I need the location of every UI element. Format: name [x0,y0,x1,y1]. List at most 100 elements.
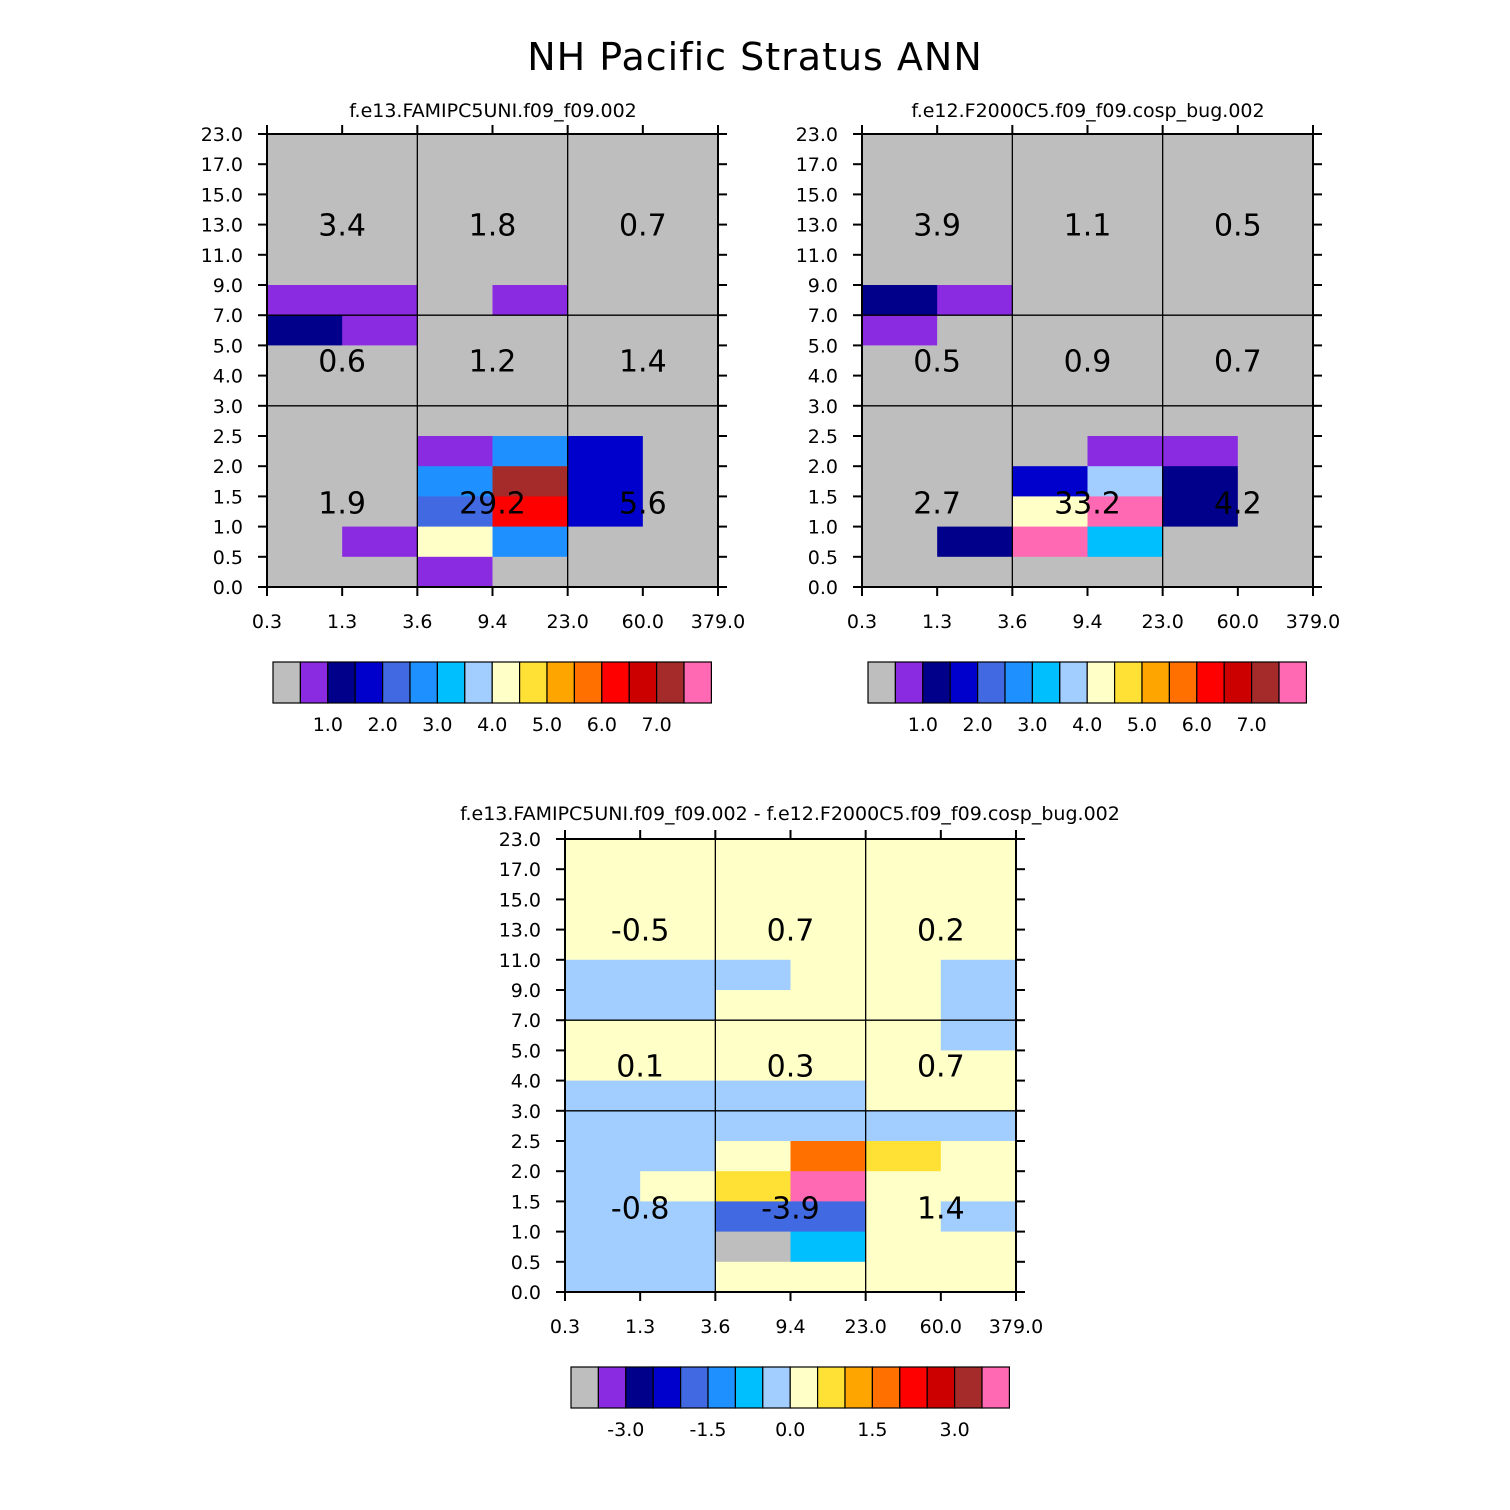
heatmap-cell [640,1080,716,1112]
colorbar-box [981,1366,1010,1409]
heatmap-cell [640,1201,716,1233]
heatmap-cell [862,134,938,195]
heatmap-cell [862,556,938,588]
heatmap-cell [790,990,867,1021]
x-tick-label: 379.0 [1286,611,1340,633]
heatmap-cell [565,1020,641,1051]
colorbar-box [1278,661,1307,704]
region-value-label: 1.4 [917,1191,965,1226]
heatmap-cell [492,134,569,195]
heatmap-cell [715,899,791,931]
heatmap-cell [642,375,719,407]
colorbar-box [1141,661,1170,704]
x-tick-label: 9.4 [477,611,507,633]
heatmap-cell [937,496,1013,528]
heatmap-cell [1237,315,1314,346]
heatmap-cell [1087,194,1164,226]
heatmap-cell [492,254,569,286]
heatmap-cell [565,990,641,1021]
heatmap-cell [1237,375,1314,407]
heatmap-cell [1012,496,1088,528]
region-value-label: 0.7 [1214,345,1262,380]
heatmap-cell [937,526,1013,558]
heatmap-cell [865,1020,942,1051]
colorbar-box [899,1366,928,1409]
y-tick-label: 2.0 [511,1161,541,1183]
heatmap-cell [492,496,569,528]
heatmap-cell [640,839,716,900]
heatmap-cell [1237,134,1314,195]
colorbar-label: 7.0 [1236,714,1266,736]
heatmap-cell [1087,556,1164,588]
heatmap-cell [715,1171,791,1202]
region-value-label: 0.7 [619,209,667,244]
heatmap-cell [267,254,343,286]
y-tick-label: 3.0 [213,396,243,418]
y-tick-label: 1.0 [511,1222,541,1244]
heatmap-cell [267,315,343,346]
heatmap-cell [640,1050,716,1082]
heatmap-cell [937,466,1013,497]
heatmap-cell [492,315,569,346]
heatmap-cell [642,285,719,316]
heatmap-cell [267,134,343,195]
heatmap-cell [865,990,942,1021]
region-value-label: 2.7 [913,486,961,521]
heatmap-cell [862,285,938,316]
heatmap-cell [267,224,343,256]
heatmap-cell [940,1110,1017,1142]
heatmap-cell [565,1080,641,1112]
heatmap-cell [642,315,719,346]
heatmap-cell [567,375,644,407]
heatmap-cell [567,134,644,195]
heatmap-cell [1012,405,1088,437]
heatmap-cell [567,496,644,528]
x-tick-label: 0.3 [550,1316,580,1338]
heatmap-cell [417,254,493,286]
heatmap-cell [567,345,644,377]
y-tick-label: 0.5 [511,1252,541,1274]
heatmap-cell [417,405,493,437]
heatmap-cell [565,1171,641,1202]
region-value-label: -0.5 [611,914,670,949]
heatmap-cell [790,1201,867,1233]
heatmap-cell [790,1171,867,1202]
heatmap-cell [492,224,569,256]
heatmap-cell [642,134,719,195]
heatmap-cell [790,899,867,931]
heatmap-cell [790,929,867,961]
colorbar-box [1031,661,1061,704]
heatmap-cell [1162,466,1239,497]
colorbar-box [354,661,384,704]
heatmap-cell [640,959,716,991]
heatmap-cell [417,345,493,377]
heatmap-cell [267,285,343,316]
colorbar-box [597,1366,627,1409]
heatmap-cell [1087,254,1164,286]
y-tick-label: 2.0 [808,456,838,478]
heatmap-cell [565,1050,641,1082]
colorbar-box [762,1366,791,1409]
heatmap-cell [1237,496,1314,528]
heatmap-cell [640,1110,716,1142]
colorbar-box [1059,661,1088,704]
heatmap-cell [642,436,719,467]
heatmap-cell [417,134,493,195]
heatmap-cell [417,496,493,528]
region-value-label: 4.2 [1214,486,1262,521]
y-tick-label: 1.5 [213,486,243,508]
heatmap-cell [940,1171,1017,1202]
region-value-label: 1.4 [619,345,667,380]
heatmap-cell [492,194,569,226]
heatmap-cell [492,466,569,497]
region-value-label: 0.2 [917,914,965,949]
panel-title: f.e13.FAMIPC5UNI.f09_f09.002 - f.e12.F20… [460,803,1120,825]
x-tick-label: 1.3 [625,1316,655,1338]
heatmap-cell [862,405,938,437]
colorbar-label: -3.0 [607,1419,644,1441]
colorbar-label: 3.0 [1017,714,1047,736]
colorbar-box [327,661,356,704]
y-tick-label: 0.5 [213,547,243,569]
heatmap-cell [267,345,343,377]
heatmap-cell [937,134,1013,195]
